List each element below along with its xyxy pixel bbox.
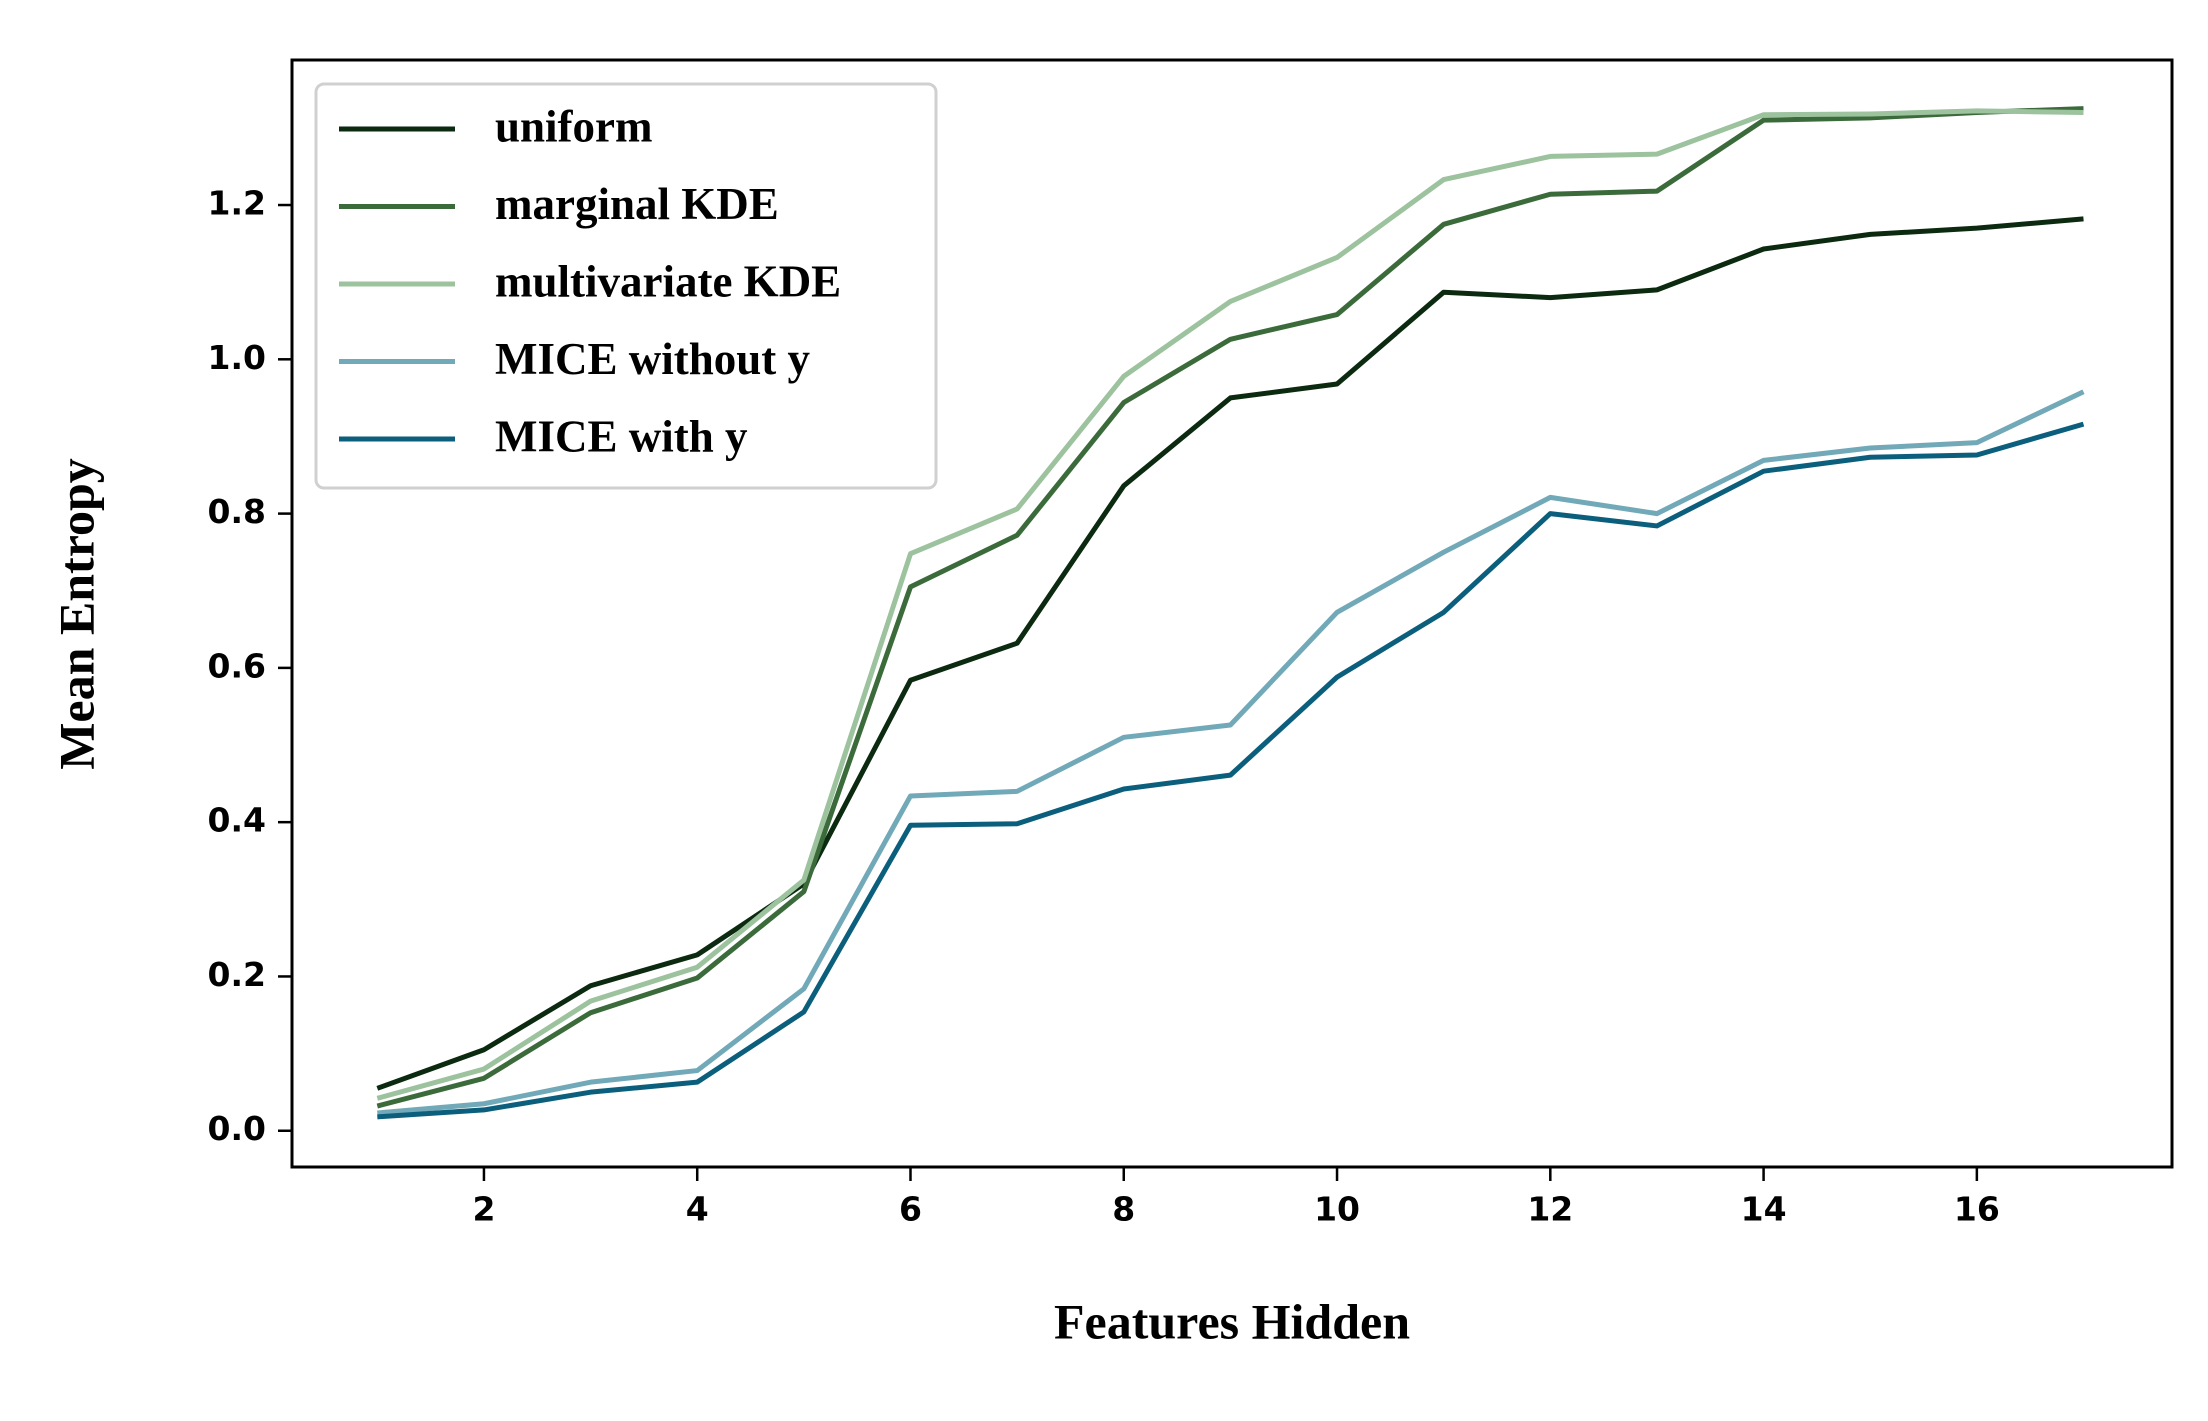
legend-label: multivariate KDE (495, 256, 841, 306)
y-tick-label: 0.8 (208, 492, 266, 531)
x-tick-label: 14 (1741, 1190, 1787, 1229)
legend-label: MICE without y (495, 334, 811, 384)
plot-frame (290, 58, 2174, 1169)
series-line (376, 106, 2084, 1109)
legend-label: uniform (495, 101, 653, 151)
y-tick-label: 1.0 (208, 338, 266, 377)
legend-label: MICE with y (495, 411, 748, 461)
y-tick-label: 0.0 (208, 1109, 266, 1148)
y-tick-label: 0.6 (208, 646, 266, 685)
y-axis-label: Mean Entropy (48, 458, 104, 770)
x-tick-label: 4 (686, 1190, 709, 1229)
x-tick-label: 12 (1527, 1190, 1573, 1229)
legend-box (314, 82, 938, 490)
x-tick-label: 8 (1112, 1190, 1135, 1229)
legend-label: marginal KDE (495, 179, 779, 229)
y-tick-label: 0.4 (208, 801, 266, 840)
x-axis-label: Features Hidden (1054, 1293, 1410, 1349)
y-tick-label: 0.2 (208, 955, 266, 994)
y-tick-label: 1.2 (208, 184, 266, 223)
series-line (376, 108, 2084, 1101)
x-tick-label: 16 (1954, 1190, 2000, 1229)
series-line (377, 389, 2085, 1116)
series-line (376, 216, 2084, 1091)
x-tick-label: 10 (1314, 1190, 1360, 1229)
series-line (377, 421, 2085, 1120)
x-tick-label: 2 (472, 1190, 495, 1229)
x-tick-label: 6 (899, 1190, 922, 1229)
